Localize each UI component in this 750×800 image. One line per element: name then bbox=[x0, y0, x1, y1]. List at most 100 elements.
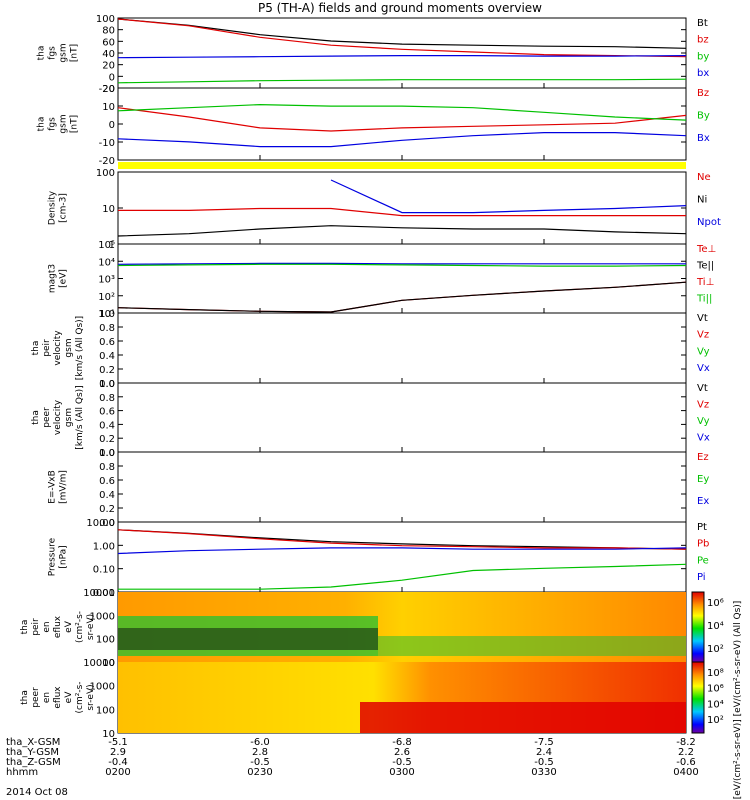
x-axis-tick-label: -0.6 bbox=[676, 757, 696, 768]
legend-entry: Pe bbox=[697, 555, 709, 566]
y-tick-label: 0.01 bbox=[93, 588, 115, 599]
quality-bar bbox=[118, 162, 686, 169]
x-axis-date: 2014 Oct 08 bbox=[6, 787, 68, 798]
y-tick-label: 1.0 bbox=[99, 379, 115, 390]
legend-entry: Npot bbox=[697, 217, 721, 228]
colorbar-tick-label: 10² bbox=[707, 715, 724, 726]
legend-entry: Vz bbox=[697, 399, 709, 410]
y-axis-label-line: fgs bbox=[48, 46, 58, 60]
colorbar-tick-label: 10⁴ bbox=[707, 699, 724, 710]
y-tick-label: 10² bbox=[98, 292, 115, 303]
y-tick-label: -10 bbox=[99, 138, 115, 149]
y-tick-label: 0.10 bbox=[93, 565, 115, 576]
legend-entry: Te⊥ bbox=[696, 244, 716, 255]
y-tick-label: 10 bbox=[102, 102, 115, 113]
y-axis-label: E=-VxB[mV/m] bbox=[48, 470, 69, 504]
series-line-Bx bbox=[117, 132, 687, 148]
series-line-Npot bbox=[330, 179, 687, 214]
series-line-Ne bbox=[118, 207, 686, 217]
x-axis-row-name: hhmm bbox=[6, 767, 38, 778]
panel-peer-velocity: 1.0 0.8 0.6 0.4 0.2 0.0 thapeervelocitygsm[km/… bbox=[31, 379, 710, 459]
y-tick-label: -20 bbox=[99, 156, 115, 167]
y-tick-label: 0.6 bbox=[99, 407, 115, 418]
y-tick-label: 100 bbox=[96, 635, 115, 646]
y-axis-label-line: sr-eV) bbox=[86, 684, 96, 710]
y-axis-label-line: magt3 bbox=[48, 264, 58, 293]
ion-spectrogram-noise bbox=[118, 628, 378, 650]
series-line-bz bbox=[117, 18, 687, 58]
y-tick-label: 1000 bbox=[90, 682, 115, 693]
series-line-Bt bbox=[117, 18, 687, 49]
x-axis-tick-label: 0200 bbox=[105, 767, 130, 778]
ion-spectrogram-low-band-2 bbox=[378, 636, 686, 656]
legend-entry: bz bbox=[697, 35, 709, 46]
electron-spectrogram-hot-band bbox=[360, 702, 686, 733]
panel-efield: 1.0 0.8 0.6 0.4 0.2 0.0 E=-VxB[mV/m] Ez Ey Ex bbox=[48, 448, 710, 529]
y-tick-label: 0.6 bbox=[99, 337, 115, 348]
x-axis-tick-label: 2.9 bbox=[110, 747, 126, 758]
legend-entry: Vt bbox=[697, 383, 708, 394]
colorbar-tick-label: 10⁶ bbox=[707, 598, 724, 609]
legend-entry: bx bbox=[697, 68, 709, 79]
y-axis-label-line: tha bbox=[37, 117, 47, 132]
y-axis-label-line: tha bbox=[31, 410, 41, 425]
colorbar-tick-label: 10⁸ bbox=[707, 668, 724, 679]
panel-frame bbox=[117, 312, 687, 384]
y-tick-label: 1.0 bbox=[99, 309, 115, 320]
legend-entry: Vz bbox=[697, 330, 709, 341]
y-axis-label-line: tha bbox=[37, 46, 47, 61]
x-axis-tick-label: -0.5 bbox=[392, 757, 412, 768]
panel-frame bbox=[117, 243, 687, 314]
x-axis-tick-label: -8.2 bbox=[676, 737, 696, 748]
y-tick-label: 10000 bbox=[83, 588, 115, 599]
legend-entry: Bt bbox=[697, 18, 708, 29]
y-axis-label-line: tha bbox=[20, 690, 30, 705]
x-axis-tick-label: -0.5 bbox=[534, 757, 554, 768]
y-axis-label-line: [km/s (All Qs)] bbox=[75, 385, 85, 449]
y-tick-label: 0 bbox=[109, 120, 115, 131]
x-axis-tick-label: 0330 bbox=[531, 767, 556, 778]
y-axis-label-line: peir bbox=[31, 618, 41, 636]
legend-entry: Ez bbox=[697, 452, 709, 463]
panels-layer: 100806040200-20thafgsgsm[nT]Btbzbybx2010… bbox=[20, 14, 724, 740]
y-tick-label: 0.0 bbox=[99, 379, 115, 390]
y-tick-label: 0.8 bbox=[99, 323, 115, 334]
series-layer bbox=[117, 18, 687, 590]
y-axis-label-line: en bbox=[42, 692, 52, 703]
legend-entry: Bz bbox=[697, 88, 709, 99]
legend-entry: Bx bbox=[697, 133, 710, 144]
legend-entry: Vx bbox=[697, 432, 710, 443]
y-axis-label-line: eV bbox=[64, 691, 74, 704]
y-tick-label: 100 bbox=[96, 705, 115, 716]
x-axis-row-name: tha_Z-GSM bbox=[6, 757, 61, 768]
y-axis-label: thapeirenefluxeV(cm²-s-sr-eV) bbox=[20, 611, 96, 643]
legend-entry: Pb bbox=[697, 539, 709, 550]
y-tick-label: 0.2 bbox=[99, 504, 115, 515]
y-axis-label: magt3[eV] bbox=[48, 264, 69, 293]
legend-entry: Vt bbox=[697, 313, 708, 324]
y-tick-label: 10 bbox=[102, 658, 115, 669]
legend-entry: by bbox=[697, 51, 709, 62]
legend-entry: Vy bbox=[697, 416, 710, 427]
labels-layer: tha_X-GSM -5.1 -6.0 -6.8 -7.5 -8.2 tha_Y-GSM 2.… bbox=[6, 737, 699, 778]
y-axis-label-line: [nT] bbox=[70, 44, 80, 62]
y-axis-label-line: gsm bbox=[64, 338, 74, 357]
y-axis-label-line: Density bbox=[48, 190, 58, 225]
panel-temperature: 10⁵ 10⁴ 10³ 10² 10¹ magt3[eV] Te⊥ Te|| Ti⊥ Ti|| bbox=[48, 240, 717, 320]
y-tick-label: 10000 bbox=[83, 658, 115, 669]
colorbar-label: [eV/(cm²-s-sr-eV)] [eV/(cm²-s-sr-eV) (Al… bbox=[733, 601, 743, 800]
y-tick-label: 10¹ bbox=[98, 309, 115, 320]
y-axis-label-line: tha bbox=[31, 341, 41, 356]
y-tick-label: 20 bbox=[102, 61, 115, 72]
x-axis-tick-label: -7.5 bbox=[534, 737, 554, 748]
y-axis-label-line: velocity bbox=[53, 399, 63, 435]
series-line-by bbox=[117, 78, 687, 84]
panel-peir-velocity: 1.0 0.8 0.6 0.4 0.2 0.0 thapeirvelocitygsm[km/… bbox=[31, 309, 710, 390]
series-line-By bbox=[117, 103, 687, 121]
y-axis-label-line: gsm bbox=[59, 43, 69, 62]
y-tick-label: 100 bbox=[96, 14, 115, 25]
y-tick-label: 0.2 bbox=[99, 365, 115, 376]
y-axis-label-line: gsm bbox=[64, 408, 74, 427]
